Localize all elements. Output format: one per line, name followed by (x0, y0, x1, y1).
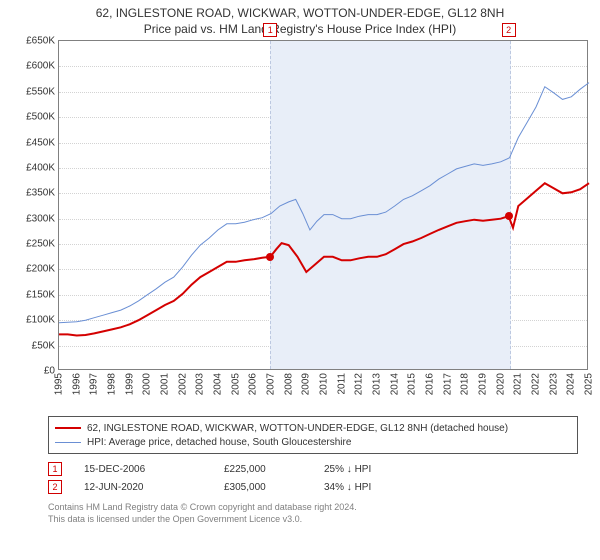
x-tick-label: 2019 (478, 373, 489, 395)
x-tick-label: 2023 (548, 373, 559, 395)
legend-swatch (55, 442, 81, 443)
sale-marker-ref: 1 (48, 462, 62, 476)
x-tick-label: 2006 (248, 373, 259, 395)
y-tick-label: £550K (26, 86, 55, 97)
legend-label: 62, INGLESTONE ROAD, WICKWAR, WOTTON-UND… (87, 423, 508, 434)
y-tick-label: £650K (26, 36, 55, 47)
y-tick-label: £200K (26, 264, 55, 275)
legend-row: 62, INGLESTONE ROAD, WICKWAR, WOTTON-UND… (55, 421, 571, 435)
y-tick-label: £250K (26, 239, 55, 250)
sale-row: 2 12-JUN-2020£305,00034% ↓ HPI (48, 478, 578, 496)
series-hpi (59, 83, 589, 323)
x-tick-label: 2016 (425, 373, 436, 395)
x-tick-label: 2018 (460, 373, 471, 395)
x-tick-label: 2022 (531, 373, 542, 395)
x-tick-label: 2015 (407, 373, 418, 395)
x-tick-label: 2000 (142, 373, 153, 395)
x-tick-label: 1997 (89, 373, 100, 395)
x-tick-label: 2009 (301, 373, 312, 395)
legend-box: 62, INGLESTONE ROAD, WICKWAR, WOTTON-UND… (48, 416, 578, 454)
sale-dot (266, 253, 274, 261)
x-tick-label: 1996 (71, 373, 82, 395)
y-tick-label: £400K (26, 162, 55, 173)
chart-area: £0£50K£100K£150K£200K£250K£300K£350K£400… (10, 40, 590, 412)
x-tick-label: 2010 (319, 373, 330, 395)
legend-row: HPI: Average price, detached house, Sout… (55, 435, 571, 449)
sales-table: 1 15-DEC-2006£225,00025% ↓ HPI 2 12-JUN-202… (48, 460, 578, 496)
sale-price: £305,000 (224, 482, 324, 493)
sale-date: 15-DEC-2006 (84, 464, 224, 475)
legend-swatch (55, 427, 81, 429)
x-tick-label: 2005 (230, 373, 241, 395)
x-tick-label: 2001 (160, 373, 171, 395)
y-tick-label: £300K (26, 213, 55, 224)
x-tick-label: 2024 (566, 373, 577, 395)
plot-area: £0£50K£100K£150K£200K£250K£300K£350K£400… (58, 40, 588, 370)
x-tick-label: 2003 (195, 373, 206, 395)
x-tick-label: 2011 (336, 373, 347, 395)
chart-title-line1: 62, INGLESTONE ROAD, WICKWAR, WOTTON-UND… (0, 6, 600, 20)
x-tick-label: 1995 (54, 373, 65, 395)
y-tick-label: £150K (26, 289, 55, 300)
y-tick-label: £100K (26, 315, 55, 326)
y-tick-label: £50K (32, 340, 55, 351)
sale-price: £225,000 (224, 464, 324, 475)
attribution-footer: Contains HM Land Registry data © Crown c… (48, 502, 578, 525)
x-tick-label: 2002 (177, 373, 188, 395)
x-tick-label: 2025 (584, 373, 595, 395)
x-tick-label: 2008 (283, 373, 294, 395)
x-tick-label: 2012 (354, 373, 365, 395)
x-tick-label: 1999 (124, 373, 135, 395)
footer-line1: Contains HM Land Registry data © Crown c… (48, 502, 578, 514)
series-property (59, 183, 589, 335)
y-tick-label: £500K (26, 112, 55, 123)
y-tick-label: £450K (26, 137, 55, 148)
x-tick-label: 2014 (389, 373, 400, 395)
x-tick-label: 1998 (107, 373, 118, 395)
sale-marker: 1 (263, 23, 277, 37)
x-tick-label: 2013 (372, 373, 383, 395)
x-tick-label: 2021 (513, 373, 524, 395)
sale-vs-hpi: 25% ↓ HPI (324, 464, 424, 475)
sale-marker-ref: 2 (48, 480, 62, 494)
sale-marker: 2 (502, 23, 516, 37)
sale-dot (505, 212, 513, 220)
series-svg (59, 41, 589, 371)
x-tick-label: 2004 (213, 373, 224, 395)
sale-vs-hpi: 34% ↓ HPI (324, 482, 424, 493)
legend-label: HPI: Average price, detached house, Sout… (87, 437, 351, 448)
footer-line2: This data is licensed under the Open Gov… (48, 514, 578, 526)
y-tick-label: £350K (26, 188, 55, 199)
sale-row: 1 15-DEC-2006£225,00025% ↓ HPI (48, 460, 578, 478)
sale-date: 12-JUN-2020 (84, 482, 224, 493)
x-tick-label: 2007 (266, 373, 277, 395)
x-tick-label: 2017 (442, 373, 453, 395)
x-tick-label: 2020 (495, 373, 506, 395)
y-tick-label: £600K (26, 61, 55, 72)
